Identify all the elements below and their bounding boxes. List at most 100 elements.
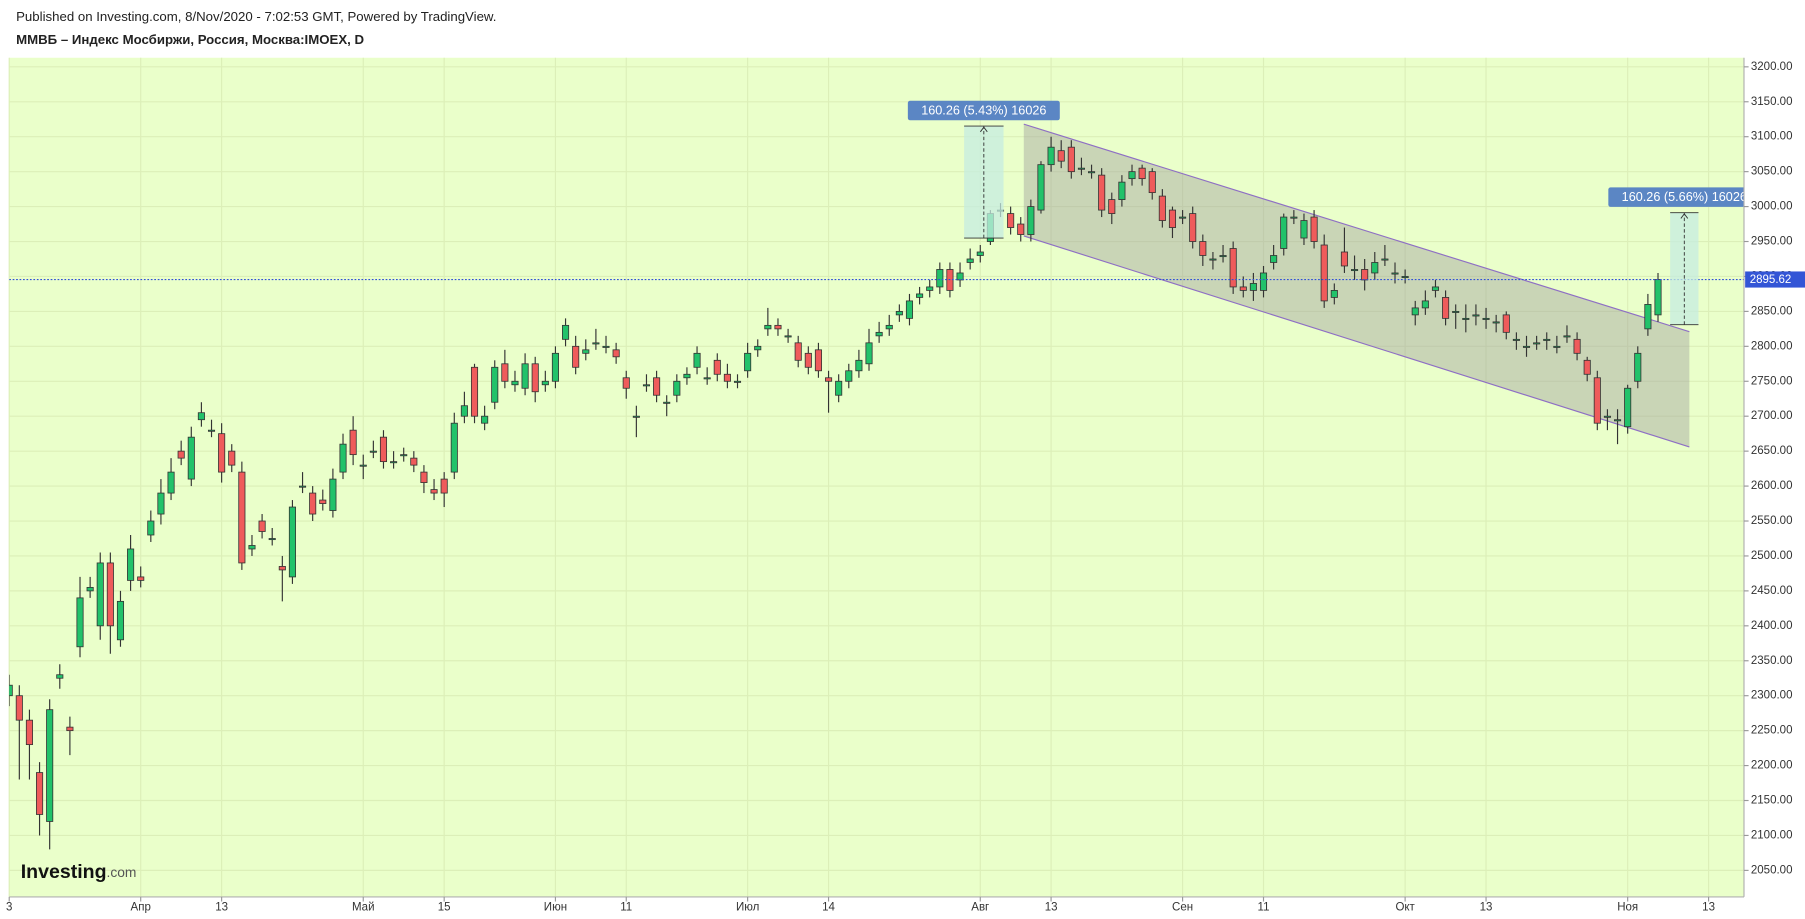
candle-body [339,443,347,473]
candle-body [1259,272,1268,291]
candle-body [177,450,185,459]
measure-arrowhead [1680,213,1689,219]
candle-body [1138,167,1146,180]
candle-body [582,349,590,354]
candle-body [1239,286,1247,291]
candle-body [288,506,296,578]
candle-body [1007,213,1015,228]
candle-body [369,450,377,453]
candle-body [855,359,863,372]
candle-body [96,562,104,627]
candle-body [420,471,428,483]
x-tick-label: 15 [438,901,451,913]
y-tick-label: 2700.00 [1751,410,1793,422]
candle-body [1644,304,1652,330]
y-axis-area [1743,57,1805,919]
candle-body [1512,338,1520,341]
candle-body [1472,314,1480,317]
candle-body [531,363,539,393]
candles-layer [9,136,1744,850]
candle-body [1330,290,1338,298]
candle-body [1452,310,1460,313]
candle-body [268,538,276,541]
candle-body [501,363,509,382]
grid [8,57,1744,897]
candle-body [1017,223,1025,235]
candle-body [703,377,711,380]
candle-body [238,471,246,564]
x-tick-label: 13 [215,901,228,913]
y-tick-label: 3000.00 [1751,201,1793,213]
candle-body [218,433,226,473]
x-tick-label: 3 [6,901,12,913]
x-tick-label: 14 [822,901,835,913]
candle-body [359,464,367,467]
candle-body [1158,195,1166,221]
channel-layer [1023,123,1690,448]
candle-body [491,366,499,403]
candle-body [1361,269,1369,281]
candle-body [1462,317,1470,320]
x-tick-label: Ноя [1617,901,1638,913]
candle-body [1219,255,1227,258]
candle-body [804,352,812,368]
logo: Investing.com [21,861,137,883]
candle-body [895,310,903,316]
candle-body [319,499,327,504]
candle-body [15,695,23,721]
y-tick-label: 2650.00 [1751,445,1793,457]
price-label-box [1745,271,1805,288]
y-tick-label: 2850.00 [1751,305,1793,317]
candle-body [723,373,731,382]
candle-body [1401,276,1409,279]
candle-body [673,380,681,396]
candle-body [76,597,84,648]
published-note: Published on Investing.com, 8/Nov/2020 -… [16,9,496,24]
candle-body [835,380,843,396]
y-tick-label: 3050.00 [1751,166,1793,178]
candle-body [622,377,630,389]
candle-body [187,436,195,480]
candle-body [602,345,610,348]
candle-body [865,342,873,365]
candle-body [1310,216,1318,242]
candle-body [197,412,205,421]
candle-body [1098,174,1106,211]
x-tick-label: Сен [1172,901,1193,913]
candle-body [1037,164,1045,211]
x-tick-label: Июл [736,901,759,913]
y-tick-label: 2300.00 [1751,690,1793,702]
candle-body [875,331,883,337]
y-tick-label: 2600.00 [1751,480,1793,492]
x-tick-label: 11 [620,901,632,913]
candle-body [1320,244,1328,302]
channel-line [1023,235,1690,448]
logo-suffix: .com [107,863,137,879]
candle-body [1522,345,1531,348]
candle-body [592,342,600,345]
candle-body [25,719,33,746]
y-tick-label: 2750.00 [1751,375,1793,387]
x-tick-label: Окт [1395,901,1415,913]
candle-body [1351,269,1359,272]
candle-body [349,429,357,456]
candle-body [642,384,651,387]
candle-body [1421,300,1429,309]
y-tick-label: 2950.00 [1751,236,1793,248]
candle-body [56,674,64,679]
candle-body [137,576,145,581]
candle-body [278,566,286,571]
price-label: 2895.62 [1750,274,1792,286]
candle-body [926,286,934,291]
candle-body [956,272,964,281]
candle-body [1411,307,1419,316]
candle-body [450,422,458,473]
candle-body [693,352,701,368]
candle-body [1593,377,1601,424]
candle-body [46,709,54,822]
candle-body [663,401,671,404]
candle-body [1047,146,1055,166]
candle-body [157,492,165,515]
candle-body [1563,335,1571,338]
